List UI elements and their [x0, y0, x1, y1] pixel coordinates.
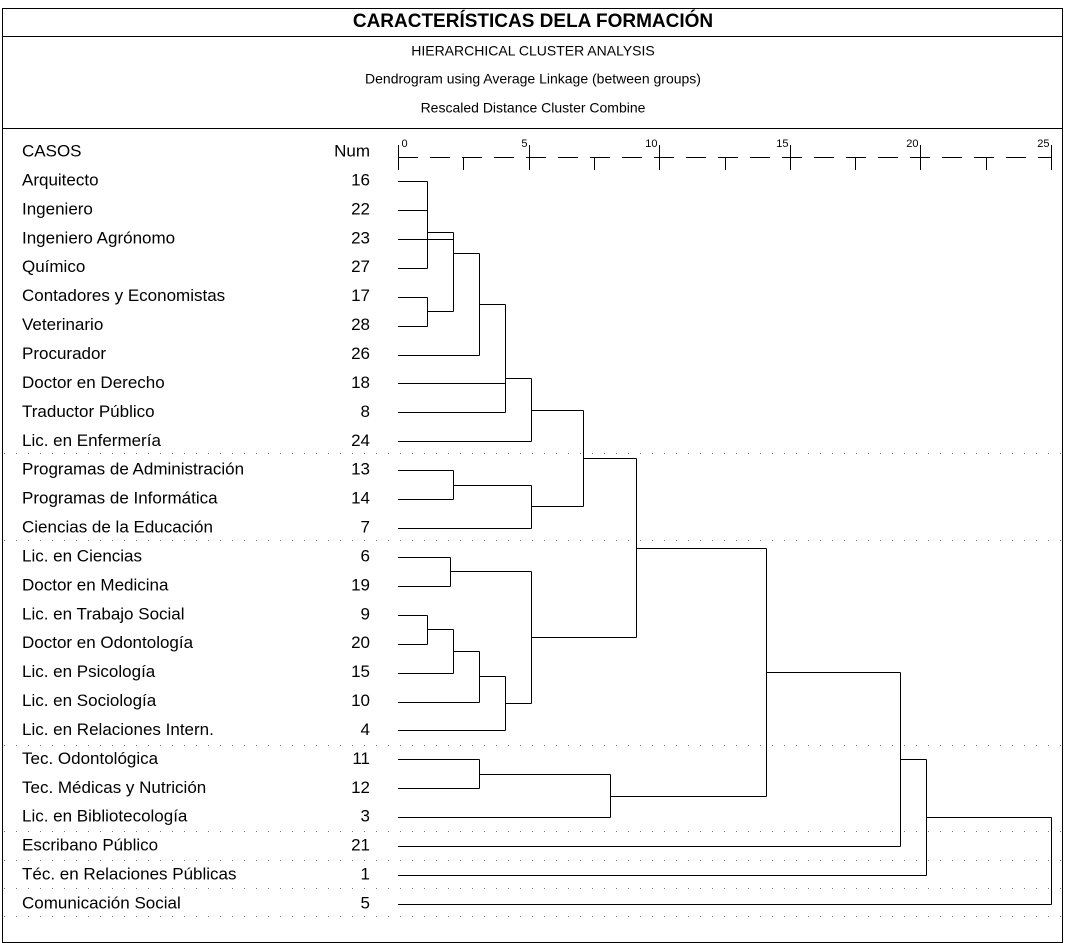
case-label: Traductor Público — [22, 402, 155, 421]
case-label: Ingeniero Agrónomo — [22, 228, 175, 247]
case-label: Procurador — [22, 344, 106, 363]
case-number: 24 — [351, 431, 370, 450]
case-number: 28 — [351, 315, 370, 334]
case-number: 12 — [351, 778, 370, 797]
case-number: 6 — [361, 546, 370, 565]
case-label: Doctor en Derecho — [22, 373, 165, 392]
case-number: 5 — [361, 893, 370, 912]
case-number: 10 — [351, 691, 370, 710]
subtitle: HIERARCHICAL CLUSTER ANALYSIS — [411, 43, 655, 59]
case-label: Escribano Público — [22, 836, 158, 855]
num-header: Num — [334, 141, 370, 160]
case-label: Doctor en Odontología — [22, 633, 194, 652]
case-label: Lic. en Bibliotecología — [22, 807, 188, 826]
case-number: 23 — [351, 228, 370, 247]
x-tick-label: 15 — [776, 138, 788, 150]
case-number: 21 — [351, 836, 370, 855]
case-label: Tec. Médicas y Nutrición — [22, 778, 206, 797]
case-label: Contadores y Economistas — [22, 286, 225, 305]
row-header: CASOS — [22, 141, 82, 160]
case-number: 17 — [351, 286, 370, 305]
case-label: Programas de Administración — [22, 460, 244, 479]
case-number: 4 — [361, 720, 370, 739]
case-number: 13 — [351, 460, 370, 479]
case-label: Lic. en Ciencias — [22, 546, 142, 565]
case-label: Comunicación Social — [22, 893, 181, 912]
x-tick-label: 10 — [645, 138, 657, 150]
case-number: 14 — [351, 489, 370, 508]
case-label: Programas de Informática — [22, 489, 218, 508]
case-number: 8 — [361, 402, 370, 421]
case-label: Lic. en Trabajo Social — [22, 604, 185, 623]
case-label: Arquitecto — [22, 170, 99, 189]
case-label: Ingeniero — [22, 199, 93, 218]
case-label: Lic. en Sociología — [22, 691, 157, 710]
case-label: Lic. en Enfermería — [22, 431, 161, 450]
x-tick-label: 20 — [906, 138, 918, 150]
case-label: Tec. Odontológica — [22, 749, 159, 768]
case-number: 15 — [351, 662, 370, 681]
subtitle: Dendrogram using Average Linkage (betwee… — [365, 71, 701, 87]
case-number: 18 — [351, 373, 370, 392]
case-label: Ciencias de la Educación — [22, 518, 213, 537]
case-number: 19 — [351, 575, 370, 594]
chart-title: CARACTERÍSTICAS DELA FORMACIÓN — [353, 10, 713, 32]
case-label: Téc. en Relaciones Públicas — [22, 865, 237, 884]
x-tick-label: 25 — [1037, 138, 1049, 150]
case-number: 9 — [361, 604, 370, 623]
case-number: 26 — [351, 344, 370, 363]
case-label: Lic. en Psicología — [22, 662, 156, 681]
case-number: 11 — [352, 749, 370, 768]
case-number: 1 — [361, 865, 370, 884]
case-label: Doctor en Medicina — [22, 575, 169, 594]
x-tick-label: 0 — [402, 138, 408, 150]
case-number: 7 — [361, 518, 370, 537]
subtitle: Rescaled Distance Cluster Combine — [421, 100, 646, 116]
case-label: Lic. en Relaciones Intern. — [22, 720, 214, 739]
case-number: 16 — [351, 170, 370, 189]
case-number: 3 — [361, 807, 370, 826]
case-number: 20 — [351, 633, 370, 652]
case-number: 22 — [351, 199, 370, 218]
case-label: Veterinario — [22, 315, 103, 334]
x-tick-label: 5 — [521, 138, 527, 150]
case-number: 27 — [351, 257, 370, 276]
case-label: Químico — [22, 257, 85, 276]
